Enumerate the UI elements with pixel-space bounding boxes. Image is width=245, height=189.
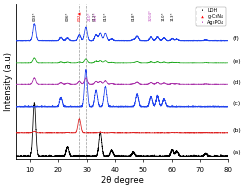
Text: 210*: 210* [87,11,92,21]
Y-axis label: Intensity (a.u): Intensity (a.u) [4,52,13,111]
X-axis label: 2θ degree: 2θ degree [101,176,144,185]
Legend: LDH, g-C₃N₄, Ag₃PO₄: LDH, g-C₃N₄, Ag₃PO₄ [196,7,226,26]
Text: 113*: 113* [170,11,174,21]
Text: 003*: 003* [32,11,36,21]
Text: 006*: 006* [65,11,70,21]
Text: 110*: 110* [162,11,166,21]
Text: (e): (e) [233,59,241,64]
Text: (d): (d) [233,80,241,85]
Text: (b): (b) [233,128,241,133]
Text: 211*: 211* [94,11,98,21]
Text: (f): (f) [233,36,239,41]
Text: 3204*: 3204* [149,9,153,21]
Text: 002▲: 002▲ [77,10,81,21]
Text: 015*: 015* [103,11,107,21]
Text: (c): (c) [233,101,241,106]
Text: 018*: 018* [131,11,135,21]
Text: (a): (a) [233,150,241,155]
Text: 012*: 012* [93,11,97,21]
